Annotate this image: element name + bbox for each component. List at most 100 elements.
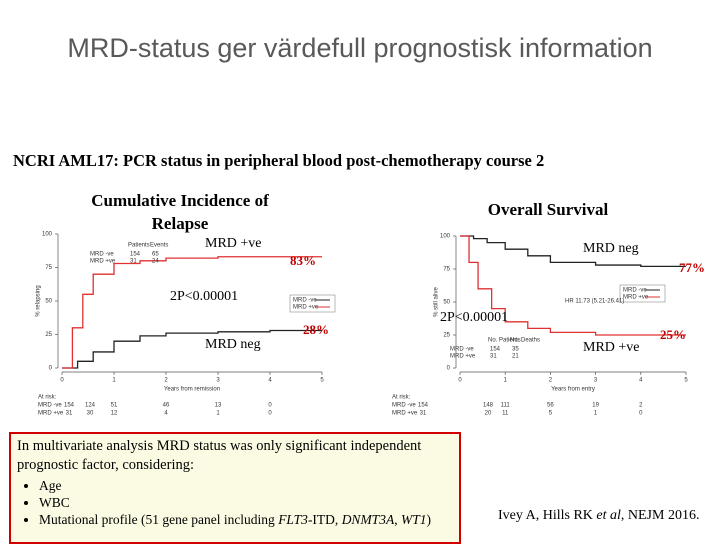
annotation: HR 11.73 (5.21-26.41) [565,299,624,305]
x-tick-label: 4 [639,378,643,384]
citation-text: et al [596,508,621,523]
y-tick-label: 0 [447,366,451,372]
annotation: 28% [303,322,329,337]
count-value: 31 [490,354,497,360]
at-risk-value: 46 [163,403,170,409]
legend-box [289,294,336,313]
x-tick-label: 5 [684,378,688,384]
at-risk-value: 0 [268,411,272,417]
at-risk-value: 31 [66,411,73,417]
at-risk-value: 13 [215,403,222,409]
at-risk-value: 20 [485,411,492,417]
y-tick-label: 25 [45,332,52,338]
legend-label: MRD -ve [293,298,317,304]
annotation: MRD neg [583,241,639,256]
annotation: 77% [679,260,705,275]
curve [460,235,686,268]
y-axis-label: % still alive [434,287,440,317]
count-value: 154 [490,347,501,353]
bullet: WBC [39,494,453,511]
x-tick-label: 2 [164,378,168,384]
chart-title: Overall Survival [488,200,609,219]
bullet-text: ) [426,512,431,527]
y-tick-label: 75 [443,267,450,273]
at-risk-value: 51 [111,403,118,409]
at-risk-value: 154 [418,403,429,409]
y-tick-label: 100 [42,232,53,238]
curve [62,329,322,369]
at-risk-value: 148 [483,403,494,409]
slide-title: MRD-status ger värdefull prognostisk inf… [67,33,652,63]
legend-label: MRD -ve [623,288,647,294]
y-tick-label: 0 [49,366,53,372]
count-header: Events [150,243,168,249]
x-tick-label: 1 [504,378,508,384]
x-axis-label: Years from entry [551,387,595,393]
count-label: MRD -ve [450,347,474,353]
annotation: 83% [290,253,316,268]
bullet-text: WT1 [400,512,427,527]
bullet-text: , [394,512,401,527]
citation-text: Ivey A, Hills RK [498,508,597,523]
at-risk-value: 0 [639,411,643,417]
y-tick-label: 75 [45,265,52,271]
y-tick-label: 50 [443,300,450,306]
x-axis-label: Years from remission [164,387,220,393]
count-value: 24 [152,259,159,265]
y-tick-label: 100 [440,234,451,240]
annotation: MRD +ve [583,340,640,355]
x-tick-label: 1 [112,378,116,384]
y-axis-label: % relapsing [36,285,42,316]
x-tick-label: 5 [320,378,324,384]
bullet-text: -ITD, [307,512,342,527]
count-value: 35 [512,347,519,353]
at-risk-value: 31 [420,411,427,417]
bullet: Age [39,477,453,494]
x-tick-label: 2 [549,378,553,384]
at-risk-value: 4 [164,411,168,417]
count-header: No. Patients [488,338,521,344]
curve [62,256,322,369]
at-risk-value: 19 [592,403,599,409]
chart-title: Cumulative Incidence of [91,191,269,210]
at-risk-value: 111 [501,403,511,409]
at-risk-title: At risk: [38,395,57,401]
legend-box [619,284,666,303]
count-value: 21 [512,354,519,360]
annotation: 2P<0.00001 [170,289,238,304]
at-risk-value: 1 [594,411,598,417]
x-tick-label: 3 [594,378,598,384]
at-risk-value: 5 [549,411,553,417]
at-risk-label: MRD -ve [38,403,62,409]
annotation: MRD neg [205,337,261,352]
count-header: No. Deaths [510,338,540,344]
citation: Ivey A, Hills RK et al, NEJM 2016. [498,508,699,524]
legend-label: MRD +ve [623,295,649,301]
x-tick-label: 0 [458,378,462,384]
at-risk-label: MRD -ve [392,403,416,409]
at-risk-value: 11 [502,411,509,417]
at-risk-value: 2 [639,403,643,409]
at-risk-label: MRD +ve [38,411,64,417]
count-label: MRD +ve [450,354,476,360]
bullet: Mutational profile (51 gene panel includ… [39,511,453,528]
curve [460,235,686,336]
citation-text: , NEJM 2016. [620,508,700,523]
legend-label: MRD +ve [293,305,319,311]
annotation: 25% [660,327,686,342]
at-risk-value: 0 [268,403,272,409]
at-risk-label: MRD +ve [392,411,418,417]
at-risk-value: 124 [85,403,96,409]
count-value: 154 [130,252,141,258]
x-tick-label: 3 [216,378,220,384]
at-risk-value: 30 [87,411,94,417]
bullet-text: DNMT3A [341,512,395,527]
y-tick-label: 25 [443,333,450,339]
y-tick-label: 50 [45,299,52,305]
at-risk-value: 56 [547,403,554,409]
count-value: 31 [130,259,137,265]
x-tick-label: 4 [268,378,272,384]
at-risk-title: At risk: [392,395,411,401]
